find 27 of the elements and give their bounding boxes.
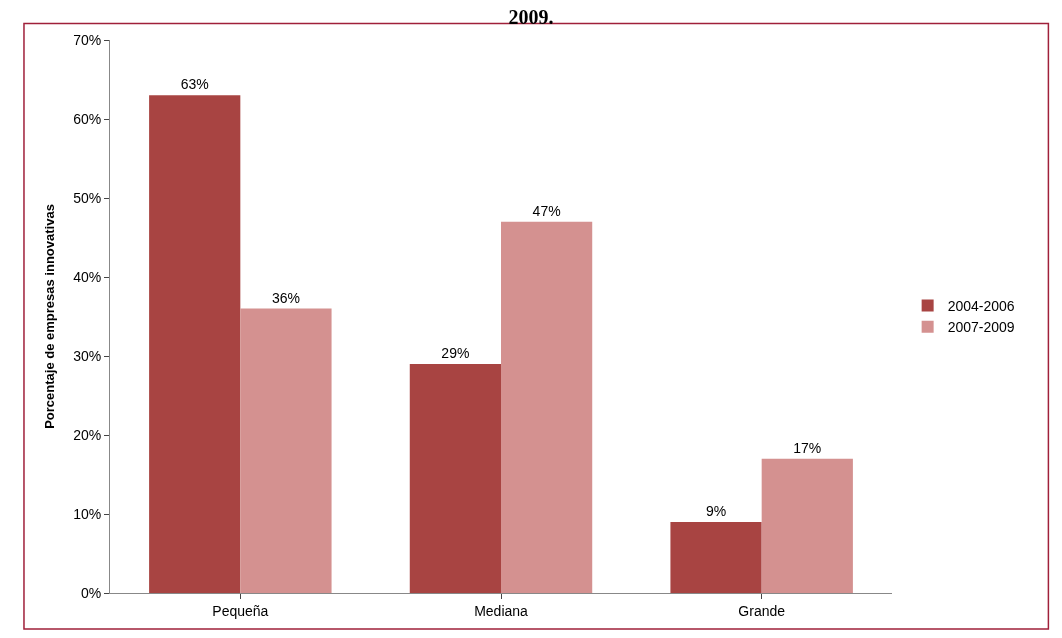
x-tick-label: Grande [738,602,786,619]
y-tick-label: 10% [73,505,102,522]
chart-title: 2009. [508,5,554,28]
data-label: 17% [793,439,822,456]
bar [149,95,241,593]
bar [670,521,762,593]
bar [761,458,853,593]
y-tick-label: 60% [73,110,102,127]
y-tick-label: 30% [73,347,102,364]
data-label: 47% [532,202,561,219]
legend-label: 2007-2009 [947,319,1015,336]
x-tick-label: Pequeña [212,602,269,619]
y-tick-label: 20% [73,426,102,443]
y-tick-label: 40% [73,268,102,285]
legend-label: 2004-2006 [947,298,1015,315]
bar [409,363,501,593]
x-tick-label: Mediana [474,602,529,619]
data-label: 63% [180,76,209,93]
y-tick-label: 70% [73,31,102,48]
data-label: 29% [441,344,470,361]
y-tick-label: 0% [80,584,102,601]
y-tick-label: 50% [73,189,102,206]
data-label: 36% [271,289,300,306]
data-label: 9% [705,502,727,519]
y-axis-title: Porcentaje de empresas innovativas [42,204,58,429]
bar [240,308,332,593]
bar [501,221,593,593]
